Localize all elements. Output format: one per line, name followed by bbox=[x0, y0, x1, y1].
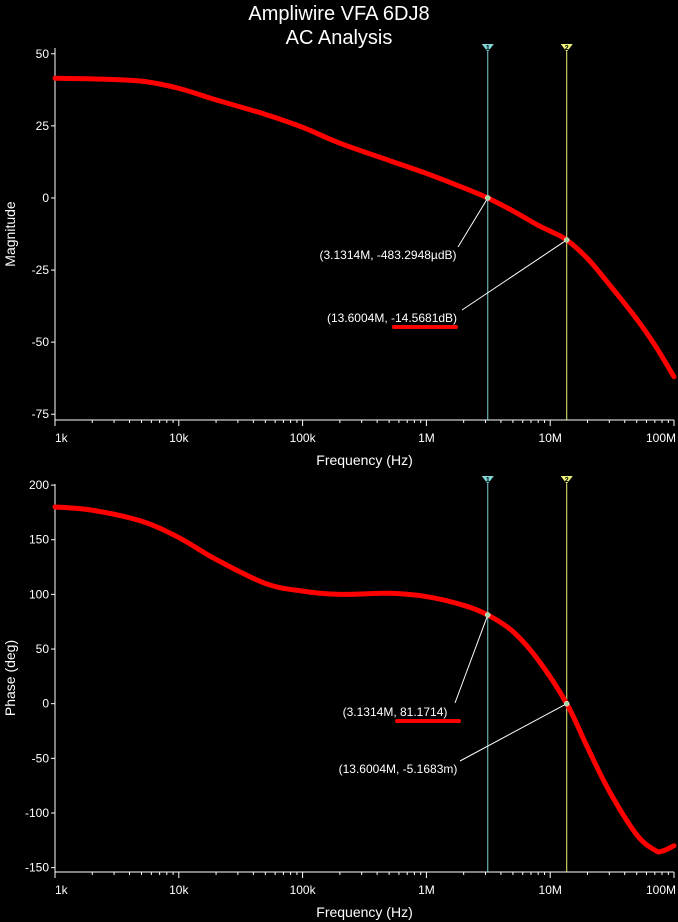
y-tick-label: 0 bbox=[42, 697, 49, 711]
cursor-1-marker-label: 1 bbox=[486, 45, 490, 52]
cursor-readout: (13.6004M, -14.5681dB) bbox=[327, 311, 457, 325]
y-tick-label: -25 bbox=[32, 263, 50, 277]
phase-chart: 200 150 100 50 0 -50 -100 -150 1k 10k 100k 1M 10M 100… bbox=[2, 476, 677, 920]
annotation-leader bbox=[454, 614, 489, 704]
chart-title: Ampliwire VFA 6DJ8 AC Analysis bbox=[0, 2, 678, 50]
cursor-point bbox=[485, 612, 491, 618]
cursor-2-marker-label: 2 bbox=[565, 477, 569, 484]
chart-title-line-1: Ampliwire VFA 6DJ8 bbox=[248, 3, 430, 25]
cursor-point bbox=[563, 700, 570, 707]
cursor-1-marker bbox=[481, 44, 494, 52]
y-axis-label: Magnitude bbox=[2, 201, 18, 267]
x-tick-label: 100k bbox=[290, 883, 317, 897]
y-tick-label: -100 bbox=[25, 806, 49, 820]
x-tick-label: 100M bbox=[646, 883, 676, 897]
x-tick-label: 10M bbox=[539, 431, 562, 445]
y-tick-label: 25 bbox=[36, 119, 50, 133]
y-tick-label: -50 bbox=[32, 335, 50, 349]
y-tick-label: -75 bbox=[32, 407, 50, 421]
x-tick-label: 1M bbox=[418, 883, 435, 897]
cursor-readout: (3.1314M, 81.1714) bbox=[343, 705, 448, 719]
magnitude-chart: 50 25 0 -25 -50 -75 1k 10k 100k 1M 10M 100M Frequenc… bbox=[2, 44, 677, 468]
cursor-point bbox=[485, 195, 491, 201]
cursor-2-marker-label: 2 bbox=[565, 45, 569, 52]
x-axis-label: Frequency (Hz) bbox=[316, 452, 412, 468]
y-tick-label: -150 bbox=[25, 861, 49, 875]
cursor-1-marker-label: 1 bbox=[486, 477, 490, 484]
x-tick-label: 100k bbox=[290, 431, 317, 445]
cursor-2-marker bbox=[560, 44, 573, 52]
y-tick-label: 0 bbox=[42, 191, 49, 205]
y-tick-label: 50 bbox=[36, 642, 50, 656]
x-tick-label: 10k bbox=[169, 431, 189, 445]
response-curve bbox=[52, 75, 677, 380]
annotation-leader bbox=[459, 703, 567, 762]
x-axis-label: Frequency (Hz) bbox=[316, 904, 412, 920]
cursor-2-marker bbox=[560, 476, 573, 484]
x-tick-label: 100M bbox=[646, 431, 676, 445]
x-tick-label: 10k bbox=[169, 883, 189, 897]
response-curve bbox=[52, 504, 677, 855]
x-tick-label: 10M bbox=[539, 883, 562, 897]
x-tick-label: 1k bbox=[55, 431, 69, 445]
y-axis-label: Phase (deg) bbox=[2, 640, 18, 716]
y-tick-label: 200 bbox=[29, 478, 49, 492]
cursor-readout: (13.6004M, -5.1683m) bbox=[339, 762, 458, 776]
cursor-point bbox=[563, 237, 570, 243]
y-tick-label: -50 bbox=[32, 751, 50, 765]
x-tick-label: 1k bbox=[55, 883, 69, 897]
x-tick-label: 1M bbox=[418, 431, 435, 445]
y-tick-label: 100 bbox=[29, 587, 49, 601]
annotation-leader bbox=[461, 239, 568, 311]
cursor-1-marker bbox=[481, 476, 494, 484]
cursor-readout: (3.1314M, -483.2948µdB) bbox=[320, 248, 457, 262]
annotation-leader bbox=[457, 197, 489, 248]
y-tick-label: 150 bbox=[29, 533, 49, 547]
y-tick-label: 50 bbox=[36, 47, 50, 61]
chart-title-line-2: AC Analysis bbox=[285, 27, 393, 49]
